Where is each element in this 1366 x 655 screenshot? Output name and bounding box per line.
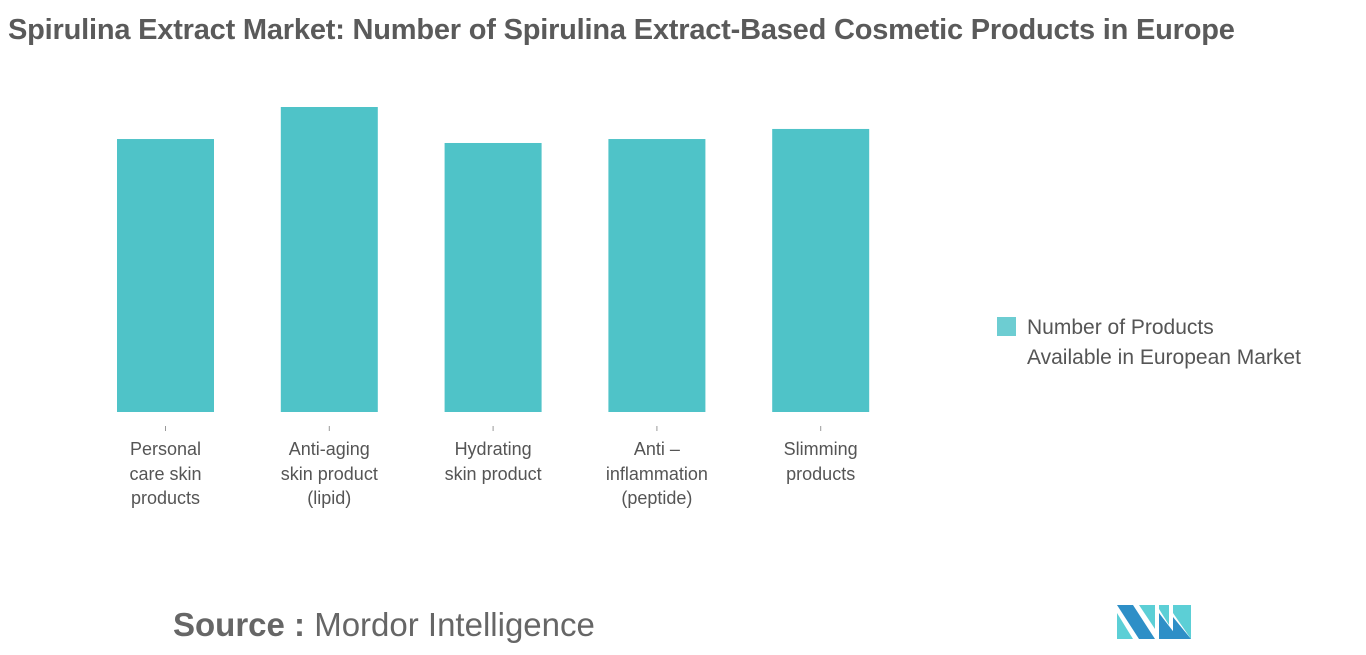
x-tick-label: Slimming products: [746, 437, 896, 486]
x-tick-label-line: (peptide): [621, 488, 693, 508]
x-tick-label-line: Hydrating: [454, 439, 532, 459]
bar: [280, 107, 378, 412]
x-tick-label-line: Anti-aging: [288, 439, 370, 459]
bar: [117, 139, 214, 412]
source-value: Mordor Intelligence: [314, 606, 595, 643]
legend-swatch: [997, 317, 1016, 336]
source-label: Source :: [173, 606, 306, 643]
x-tick-label-line: Slimming: [783, 439, 858, 459]
legend-line: Available in European Market: [1027, 346, 1301, 369]
legend: Number of Products Available in European…: [997, 313, 1357, 373]
x-tick-label-line: (lipid): [307, 488, 352, 508]
x-tick-label: Personal care skin products: [91, 437, 241, 511]
x-tick-label-line: care skin: [129, 463, 202, 484]
chart-title: Spirulina Extract Market: Number of Spir…: [8, 14, 1235, 46]
x-tick-label: Anti-aging skin product (lipid): [254, 437, 404, 511]
legend-label: Number of Products Available in European…: [1027, 313, 1357, 373]
mordor-logo: [1117, 605, 1191, 639]
legend-line: Number of Products: [1027, 316, 1214, 339]
x-tick-label-line: Personal: [129, 439, 202, 459]
x-tick-label-line: skin product: [280, 463, 378, 484]
x-tick-label: Hydrating skin product: [418, 437, 568, 486]
bar: [444, 142, 542, 413]
x-tick-label-line: inflammation: [605, 463, 708, 484]
x-tick-label-line: products: [786, 463, 856, 484]
x-tick-label-line: skin product: [444, 463, 542, 484]
x-tick-label-line: products: [130, 488, 201, 508]
x-tick-label-line: Anti –: [633, 439, 680, 459]
bar: [608, 139, 706, 412]
source-text: Source : Mordor Intelligence: [173, 606, 595, 644]
x-tick-label: Anti – inflammation (peptide): [582, 437, 732, 511]
bar: [772, 128, 870, 412]
